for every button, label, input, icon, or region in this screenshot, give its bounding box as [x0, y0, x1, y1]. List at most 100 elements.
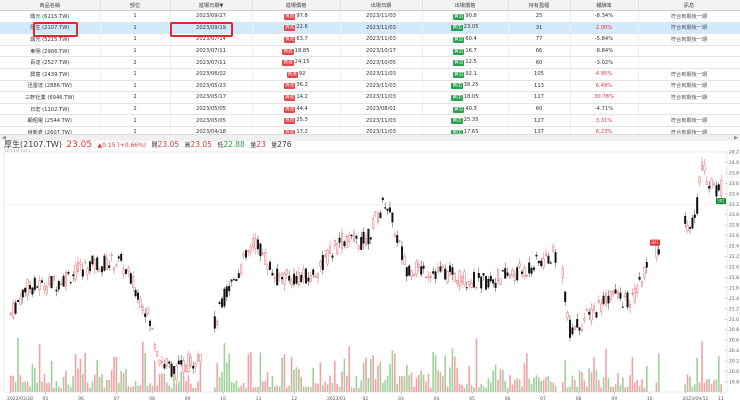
candle-body [535, 254, 538, 257]
volume-bar [374, 379, 377, 392]
sell-tag: 賣出 [451, 83, 463, 90]
hold-cell-text: 77 [535, 36, 543, 43]
volume-bar [228, 353, 230, 392]
volume-bar [70, 387, 72, 392]
qty-cell-text: 1 [133, 13, 137, 20]
table-row[interactable]: 百達 (2527.TW) 2 2023/07/11 買進 24.15 2023/10/05… [0, 56, 740, 69]
volume-bar [574, 379, 576, 392]
qty-cell: 2 [100, 91, 171, 104]
price-chart[interactable]: 24.2 24.0 23.8 23.6 23.4 23.2 23.0 22.8 22.6 22.4… [0, 140, 740, 407]
candle-body [235, 279, 238, 281]
candle-body [177, 360, 180, 365]
table-row[interactable]: 鼎元 (5215.TW) 1 2023/07/14 買進 63.7 2023/11/03 賣… [0, 33, 740, 46]
volume-bar [550, 381, 552, 392]
return-cell: 6.49% [570, 80, 639, 93]
candle-body [139, 298, 142, 309]
qty-cell: 1 [100, 33, 171, 46]
hold-cell: 105 [508, 68, 571, 81]
message-cell-text: 符合到期後一期 [670, 129, 708, 136]
volume-bar [89, 387, 91, 392]
column-header: 進場價格 [252, 0, 341, 11]
volume-bar [389, 364, 391, 392]
volume-bar [170, 387, 173, 392]
candle-body [14, 302, 17, 314]
scroll-right-icon[interactable]: ▶ [734, 135, 738, 141]
candle-body [432, 271, 435, 274]
volume-bar [523, 363, 526, 392]
volume-bar [192, 387, 194, 392]
volume-bar [497, 379, 499, 392]
volume-bar [418, 374, 420, 392]
candle-body [86, 268, 89, 275]
price-value: 17.65 [463, 128, 479, 135]
symbol-cell: 迅雷達 (2886.TW) [0, 80, 101, 93]
table-row[interactable]: 三軒社業 (6946.TW) 2 2023/05/17 買進 14.2 2023/11/0… [0, 91, 740, 104]
x-tick-label: 08 [576, 396, 582, 402]
entry-date-cell: 2023/05/17 [170, 91, 253, 104]
candle-body [473, 272, 476, 288]
table-row[interactable]: 顯昭電 (2544.TW) 1 2023/05/05 買進 25.3 2023/11/03… [0, 114, 740, 127]
volume-bar [583, 380, 586, 392]
message-cell-text: 符合到期後一期 [670, 36, 708, 43]
candle-body [612, 291, 615, 295]
candle-body [636, 285, 639, 293]
candle-body [511, 270, 514, 277]
symbol-cell: 興富 (2439.TW) [0, 68, 101, 81]
candle-body [165, 358, 168, 367]
y-tick-label: 22.8 [729, 223, 739, 229]
candle-body [132, 276, 135, 289]
entry-price-cell: 買進 36.2 [252, 80, 341, 93]
volume-bar [223, 343, 226, 392]
candle-body [403, 256, 406, 265]
candle-body [278, 274, 281, 277]
return-cell-text: -3.02% [594, 59, 614, 66]
message-cell-text: 符合到期後一期 [670, 94, 708, 101]
price-value: 97.8 [296, 12, 308, 19]
exit-date-cell-text: 2023/08/01 [366, 106, 396, 113]
volume-bar [41, 381, 43, 392]
candle-body [365, 238, 368, 246]
trades-table: 商品名稱 部位 進場日期▼ 進場價格 出場日期 出場價格 持有盈幅 報酬率 訊息 鼎元 (621… [0, 0, 740, 139]
table-row[interactable]: 迅雷達 (2886.TW) 1 2023/05/23 買進 36.2 2023/11/03… [0, 80, 740, 93]
volume-bar [163, 373, 166, 392]
volume-bar [706, 379, 708, 392]
volume-bar [194, 387, 197, 392]
candle-body [571, 327, 574, 335]
volume-bar [233, 383, 235, 392]
exit-date-cell: 2023/11/03 [340, 33, 423, 46]
volume-bar [718, 356, 720, 392]
candle-body [413, 274, 416, 276]
volume-bar [569, 386, 571, 392]
y-tick-label: 23.8 [729, 170, 739, 176]
candle-body [600, 303, 603, 312]
table-row[interactable]: 厚生 (2107.TW) 1 2023/09/19 買進 22.6 2023/11/03 賣… [0, 22, 740, 35]
candle-body [590, 308, 593, 321]
buy-tag: 買進 [284, 83, 296, 90]
table-scrollbar[interactable]: ◀ ▶ [0, 134, 740, 141]
candle-body [153, 344, 156, 349]
table-row[interactable]: 東明 (2906.TW) 1 2023/07/11 買進 18.85 2023/10/17… [0, 45, 740, 58]
candle-body [489, 276, 492, 282]
entry-date-cell: 2023/05/05 [170, 114, 253, 127]
volume-bar [326, 384, 329, 392]
price-value: 36.2 [296, 82, 308, 89]
volume-label: 量 [271, 142, 278, 149]
table-row[interactable]: 日宏 (1102.TW) 2 2023/05/05 買進 44.4 2023/08/01 賣… [0, 103, 740, 116]
price-value: 60.4 [465, 35, 477, 42]
volume-bar [403, 376, 406, 392]
message-cell: 符合到期後一期 [638, 114, 740, 127]
message-cell: 符合到期後一期 [638, 80, 740, 93]
table-row[interactable]: 興富 (2439.TW) 1 2023/06/02 買進 92 2023/11/03 賣出 9… [0, 68, 740, 81]
candle-body [504, 268, 507, 279]
scroll-left-icon[interactable]: ◀ [2, 135, 6, 141]
candle-body [127, 268, 130, 272]
candle-body [410, 270, 413, 277]
column-header[interactable]: 進場日期▼ [170, 0, 253, 11]
table-row[interactable]: 鼎元 (6215.TW) 1 2023/09/27 買進 97.8 2023/11/03 賣… [0, 10, 740, 23]
qty-cell: 1 [100, 114, 171, 127]
candle-body [120, 253, 123, 261]
candle-body [50, 275, 53, 288]
volume-bar [511, 384, 514, 392]
volume-bar [60, 387, 62, 392]
candle-body [341, 232, 344, 249]
